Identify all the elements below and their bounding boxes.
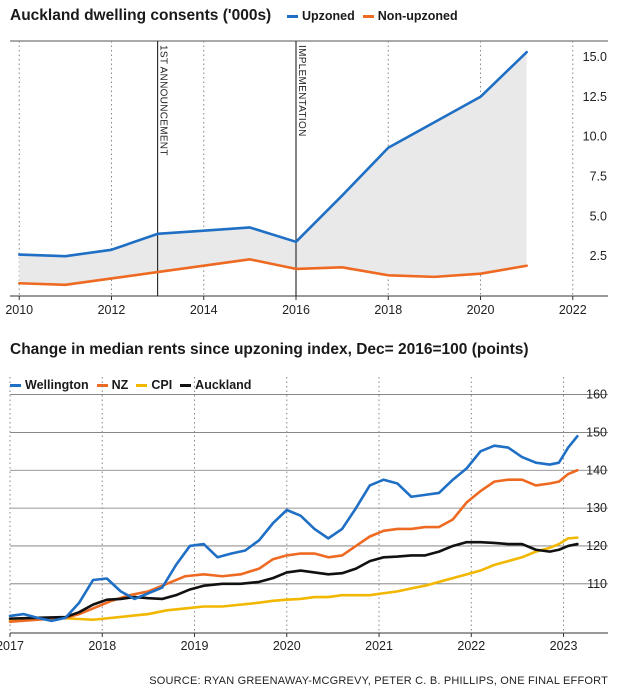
chart2-legend: Wellington NZ CPI Auckland bbox=[10, 378, 259, 392]
chart2-tick-label-y-110: 110 bbox=[587, 577, 607, 591]
legend-swatch-cpi bbox=[136, 383, 148, 387]
chart2-tick-label-x-2018: 2018 bbox=[88, 639, 116, 653]
chart1-tick-label-y-7-5: 7.5 bbox=[590, 169, 607, 183]
chart1-event-label-1st-announcement: 1ST ANNOUNCEMENT bbox=[158, 45, 169, 156]
legend-label-nz: NZ bbox=[111, 378, 129, 392]
legend-item-cpi: CPI bbox=[136, 378, 172, 392]
chart1-legend: Upzoned Non-upzoned bbox=[287, 9, 466, 23]
chart2-tick-label-y-140: 140 bbox=[586, 463, 607, 477]
legend-item-nz: NZ bbox=[96, 378, 129, 392]
chart1-title: Auckland dwelling consents ('000s) bbox=[10, 7, 272, 24]
legend-item-non-upzoned: Non-upzoned bbox=[362, 9, 458, 23]
chart1-tick-label-x-2018: 2018 bbox=[374, 303, 402, 317]
chart2-tick-label-x-2017: 2017 bbox=[0, 639, 24, 653]
chart2-tick-label-y-150: 150 bbox=[586, 425, 607, 439]
chart1-tick-label-y-10-0: 10.0 bbox=[583, 130, 607, 144]
chart2-tick-label-x-2021: 2021 bbox=[365, 639, 393, 653]
chart1-tick-label-x-2014: 2014 bbox=[190, 303, 218, 317]
chart1-tick-label-x-2012: 2012 bbox=[98, 303, 126, 317]
chart1-tick-label-x-2022: 2022 bbox=[559, 303, 587, 317]
chart2-tick-label-x-2019: 2019 bbox=[181, 639, 209, 653]
legend-label-wellington: Wellington bbox=[25, 378, 89, 392]
legend-swatch-upzoned bbox=[287, 14, 298, 18]
legend-swatch-auckland bbox=[180, 383, 192, 387]
legend-label-cpi: CPI bbox=[151, 378, 173, 392]
dwelling-consents-chart: 2010 2012 2014 2016 2018 2020 2022 2.5 5.0 7.5 10.… bbox=[5, 40, 608, 317]
chart1-series-non-upzoned bbox=[17, 258, 528, 287]
chart2-tick-label-x-2022: 2022 bbox=[457, 639, 485, 653]
legend-label-non-upzoned: Non-upzoned bbox=[377, 9, 458, 23]
legend-item-wellington: Wellington bbox=[10, 378, 89, 392]
chart1-tick-label-x-2010: 2010 bbox=[5, 303, 33, 317]
legend-item-upzoned: Upzoned bbox=[287, 9, 355, 23]
chart2-series-nz bbox=[8, 468, 579, 623]
legend-swatch-wellington bbox=[10, 383, 21, 387]
chart2-tick-label-y-160: 160 bbox=[586, 388, 607, 402]
chart2-series-cpi bbox=[8, 536, 579, 622]
chart1-tick-label-y-2-5: 2.5 bbox=[590, 249, 607, 263]
chart2-tick-label-y-130: 130 bbox=[586, 501, 607, 515]
chart2-tick-label-x-2020: 2020 bbox=[273, 639, 301, 653]
median-rents-chart: 110 120 130 140 150 160 2017 2018 2019 2020 2021 20… bbox=[0, 377, 608, 653]
legend-label-upzoned: Upzoned bbox=[302, 9, 355, 23]
chart1-tick-label-y-15-0: 15.0 bbox=[583, 50, 607, 64]
chart1-tick-label-y-12-5: 12.5 bbox=[583, 90, 607, 104]
chart1-tick-label-y-5-0: 5.0 bbox=[590, 209, 607, 223]
chart1-gap-area bbox=[19, 52, 527, 285]
legend-label-auckland: Auckland bbox=[195, 378, 252, 392]
legend-swatch-nz bbox=[96, 383, 108, 387]
chart2-series-auckland bbox=[8, 540, 579, 620]
legend-swatch-non-upzoned bbox=[362, 14, 374, 18]
chart1-series-upzoned bbox=[17, 50, 528, 258]
chart1-tick-label-x-2020: 2020 bbox=[467, 303, 495, 317]
chart2-tick-label-y-120: 120 bbox=[586, 539, 607, 553]
legend-item-auckland: Auckland bbox=[180, 378, 251, 392]
chart1-event-label-implementation: IMPLEMENTATION bbox=[296, 45, 307, 137]
chart2-tick-label-x-2023: 2023 bbox=[550, 639, 578, 653]
chart1-tick-label-x-2016: 2016 bbox=[282, 303, 310, 317]
source-note: SOURCE: RYAN GREENAWAY-MCGREVY, PETER C.… bbox=[149, 675, 608, 687]
chart2-title: Change in median rents since upzoning in… bbox=[10, 341, 529, 358]
chart2-series-wellington bbox=[8, 434, 579, 623]
